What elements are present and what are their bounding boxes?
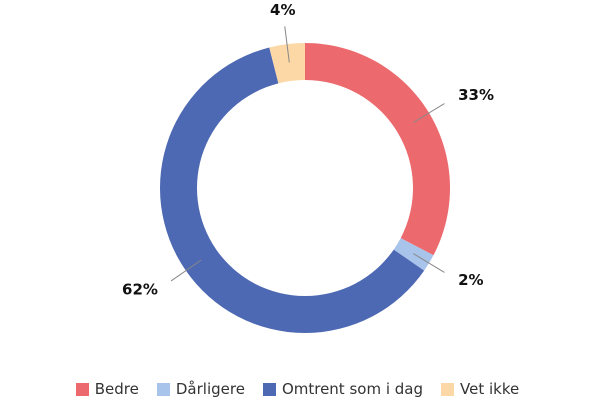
legend-item: Bedre (75, 380, 139, 398)
donut-segment (305, 43, 450, 256)
leader-line (170, 259, 202, 282)
legend-item: Omtrent som i dag (262, 380, 424, 398)
donut-segment (393, 238, 434, 271)
leader-line (412, 103, 445, 123)
donut-segment (269, 43, 305, 84)
data-label: 33% (458, 86, 494, 104)
legend-label: Bedre (94, 380, 139, 398)
legend-label: Dårligere (175, 380, 245, 398)
data-label: 2% (458, 271, 483, 289)
legend-swatch (262, 382, 276, 396)
data-label: 62% (122, 281, 158, 299)
chart: 33% 2% 62% 4% (122, 1, 494, 334)
legend-swatch (75, 382, 89, 396)
leader-line (284, 26, 290, 63)
legend-item: Vet ikke (441, 380, 519, 398)
legend-label: Omtrent som i dag (281, 380, 424, 398)
legend-swatch (441, 382, 455, 396)
data-label: 4% (270, 1, 295, 19)
legend-item: Dårligere (156, 380, 245, 398)
legend: Bedre Dårligere Omtrent som i dag Vet ikke (0, 380, 595, 398)
legend-label: Vet ikke (460, 380, 520, 398)
legend-swatch (156, 382, 170, 396)
leader-line (412, 253, 445, 273)
